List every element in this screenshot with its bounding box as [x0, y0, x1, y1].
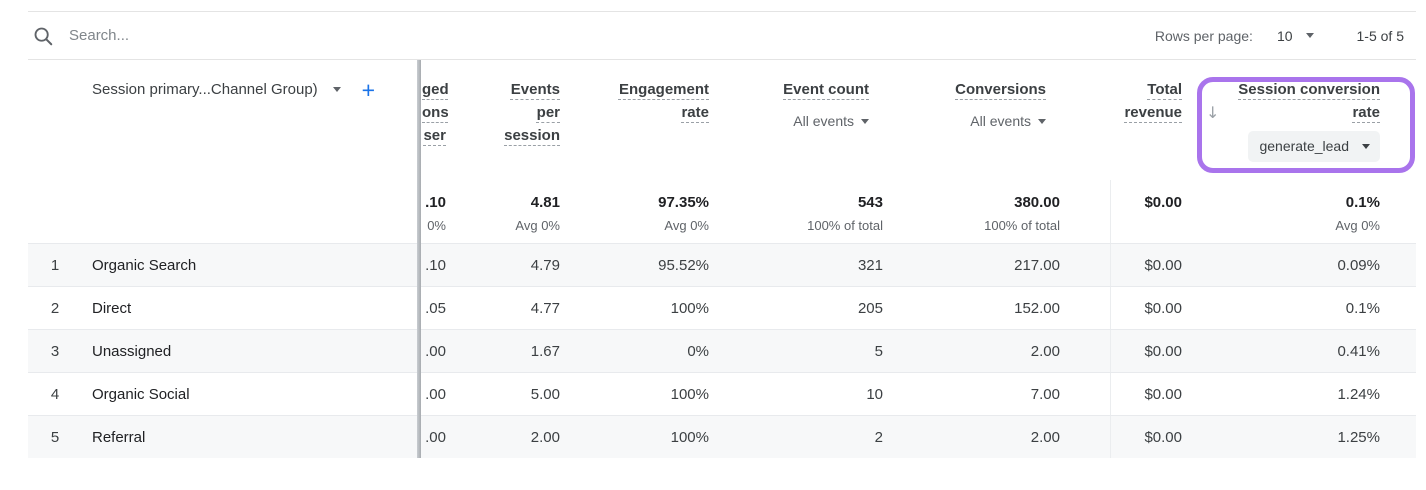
cell-session-conversion-rate: 1.24%: [1337, 385, 1380, 403]
pagination: Rows per page: 10 1-5 of 5: [1155, 28, 1416, 44]
cell-total-revenue: $0.00: [1110, 244, 1192, 286]
column-header-engagement-rate[interactable]: Engagement rate: [618, 81, 709, 121]
summary-event-count: 543 100% of total: [807, 194, 883, 233]
summary-conversions: 380.00 100% of total: [984, 194, 1060, 233]
cell-conversions: 152.00: [1014, 299, 1060, 317]
dimension-column-header[interactable]: Session primary...Channel Group) +: [28, 60, 418, 180]
chip-caret-icon: [1362, 144, 1370, 149]
page-range-label: 1-5 of 5: [1356, 27, 1404, 44]
channel-name: Unassigned: [92, 342, 172, 360]
cell-engaged-sessions: .05: [425, 299, 446, 317]
cell-events-per-session: 5.00: [530, 385, 560, 403]
cell-conversions: 2.00: [1030, 342, 1060, 360]
column-header-total-revenue[interactable]: Total revenue: [1124, 81, 1182, 121]
summary-engaged-sessions: .10 0%: [425, 194, 446, 233]
channel-name: Organic Search: [92, 256, 197, 274]
sort-descending-icon: ↓: [1206, 102, 1220, 122]
dimension-header-label: Session primary...Channel Group): [92, 81, 318, 98]
dimension-caret-icon[interactable]: [332, 87, 341, 92]
cell-conversions: 217.00: [1014, 256, 1060, 274]
row-number: 1: [50, 256, 60, 274]
filter-caret-icon: [1038, 119, 1046, 124]
column-header-conversions[interactable]: Conversions All events: [887, 60, 1110, 180]
channel-name: Organic Social: [92, 385, 190, 403]
cell-total-revenue: $0.00: [1110, 330, 1192, 372]
cell-events-per-session: 4.77: [530, 299, 560, 317]
table-toolbar: Rows per page: 10 1-5 of 5: [28, 11, 1416, 60]
column-header-events-per-session[interactable]: Events per session: [504, 81, 560, 144]
filter-caret-icon: [861, 119, 869, 124]
summary-row: .10 0% 4.81 Avg 0% 97.35% Avg 0% 543 100…: [28, 180, 1416, 243]
event-selector-chip[interactable]: generate_lead: [1248, 131, 1380, 162]
table-row: 3 Unassigned .00 1.67 0% 5 2.00 $0.00 0.…: [28, 329, 1416, 372]
cell-total-revenue: $0.00: [1110, 287, 1192, 329]
cell-session-conversion-rate: 0.09%: [1337, 256, 1380, 274]
summary-total-revenue: $0.00: [1110, 180, 1192, 243]
row-number: 5: [50, 428, 60, 446]
column-header-event-count[interactable]: Event count All events: [711, 60, 887, 180]
cell-engagement-rate: 95.52%: [658, 256, 709, 274]
search-input[interactable]: [69, 27, 1155, 44]
row-number: 2: [50, 299, 60, 317]
cell-engagement-rate: 100%: [670, 385, 709, 403]
cell-engaged-sessions: .10: [425, 256, 446, 274]
summary-engagement-rate: 97.35% Avg 0%: [658, 194, 709, 233]
table-row: 2 Direct .05 4.77 100% 205 152.00 $0.00 …: [28, 286, 1416, 329]
row-number: 4: [50, 385, 60, 403]
cell-conversions: 7.00: [1030, 385, 1060, 403]
rows-per-page-value[interactable]: 10: [1276, 27, 1293, 44]
cell-engagement-rate: 100%: [670, 428, 709, 446]
cell-event-count: 321: [857, 256, 883, 274]
summary-session-conversion-rate: 0.1% Avg 0%: [1335, 194, 1380, 233]
column-header-engaged-sessions-clipped[interactable]: ged ons ser: [422, 81, 448, 144]
analytics-table: Session primary...Channel Group) + ged o…: [28, 60, 1416, 458]
cell-conversions: 2.00: [1030, 428, 1060, 446]
cell-events-per-session: 2.00: [530, 428, 560, 446]
add-dimension-icon[interactable]: +: [361, 77, 376, 103]
cell-engaged-sessions: .00: [425, 428, 446, 446]
table-row: 1 Organic Search .10 4.79 95.52% 321 217…: [28, 243, 1416, 286]
rows-per-page-label: Rows per page:: [1154, 27, 1253, 44]
cell-event-count: 205: [857, 299, 883, 317]
cell-engaged-sessions: .00: [425, 342, 446, 360]
cell-session-conversion-rate: 0.41%: [1337, 342, 1380, 360]
cell-event-count: 2: [874, 428, 883, 446]
cell-event-count: 10: [866, 385, 883, 403]
cell-session-conversion-rate: 1.25%: [1337, 428, 1380, 446]
rows-per-page-caret-icon[interactable]: [1305, 33, 1314, 38]
cell-event-count: 5: [874, 342, 883, 360]
table-header-row: Session primary...Channel Group) + ged o…: [28, 60, 1416, 180]
event-count-filter[interactable]: All events: [711, 110, 883, 133]
cell-engagement-rate: 0%: [687, 342, 709, 360]
cell-events-per-session: 4.79: [530, 256, 560, 274]
cell-engagement-rate: 100%: [670, 299, 709, 317]
table-row: 5 Referral .00 2.00 100% 2 2.00 $0.00 1.…: [28, 415, 1416, 458]
column-header-session-conversion-rate[interactable]: Session conversion ↓ rate generate_lead: [1192, 60, 1416, 180]
channel-name: Referral: [92, 428, 146, 446]
channel-name: Direct: [92, 299, 132, 317]
cell-engaged-sessions: .00: [425, 385, 446, 403]
conversions-filter[interactable]: All events: [887, 110, 1060, 133]
cell-total-revenue: $0.00: [1110, 373, 1192, 415]
row-number: 3: [50, 342, 60, 360]
column-resize-divider[interactable]: [417, 60, 421, 458]
search-icon: [34, 27, 53, 45]
cell-total-revenue: $0.00: [1110, 416, 1192, 458]
cell-session-conversion-rate: 0.1%: [1345, 299, 1380, 317]
table-row: 4 Organic Social .00 5.00 100% 10 7.00 $…: [28, 372, 1416, 415]
cell-events-per-session: 1.67: [530, 342, 560, 360]
summary-events-per-session: 4.81 Avg 0%: [515, 194, 560, 233]
